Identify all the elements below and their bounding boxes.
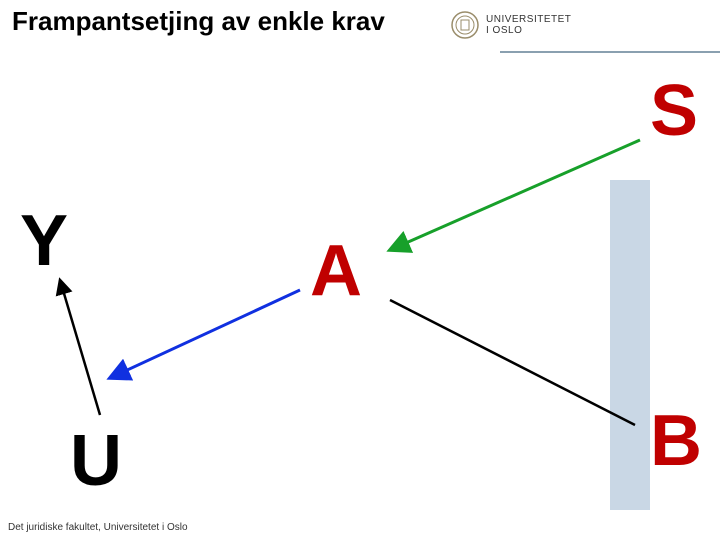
arrow-S-to-A bbox=[390, 140, 640, 250]
line-A-to-B bbox=[390, 300, 635, 425]
node-U: U bbox=[70, 420, 122, 502]
node-A: A bbox=[310, 230, 362, 312]
node-Y: Y bbox=[20, 200, 68, 282]
uio-seal-icon bbox=[450, 10, 480, 40]
uio-logo-line1: UNIVERSITETET bbox=[486, 14, 571, 25]
node-B: B bbox=[650, 400, 702, 482]
slide-title: Frampantsetjing av enkle krav bbox=[12, 6, 385, 37]
uio-logo: UNIVERSITETET I OSLO bbox=[450, 10, 571, 40]
uio-logo-line2: I OSLO bbox=[486, 25, 571, 36]
slide: Frampantsetjing av enkle krav UNIVERSITE… bbox=[0, 0, 720, 540]
decorative-sideband bbox=[610, 180, 650, 510]
arrow-U-to-Y bbox=[60, 280, 100, 415]
footer-text: Det juridiske fakultet, Universitetet i … bbox=[8, 522, 188, 533]
node-S: S bbox=[650, 70, 698, 152]
arrow-A-to-Y bbox=[110, 290, 300, 378]
uio-logo-text: UNIVERSITETET I OSLO bbox=[486, 14, 571, 36]
